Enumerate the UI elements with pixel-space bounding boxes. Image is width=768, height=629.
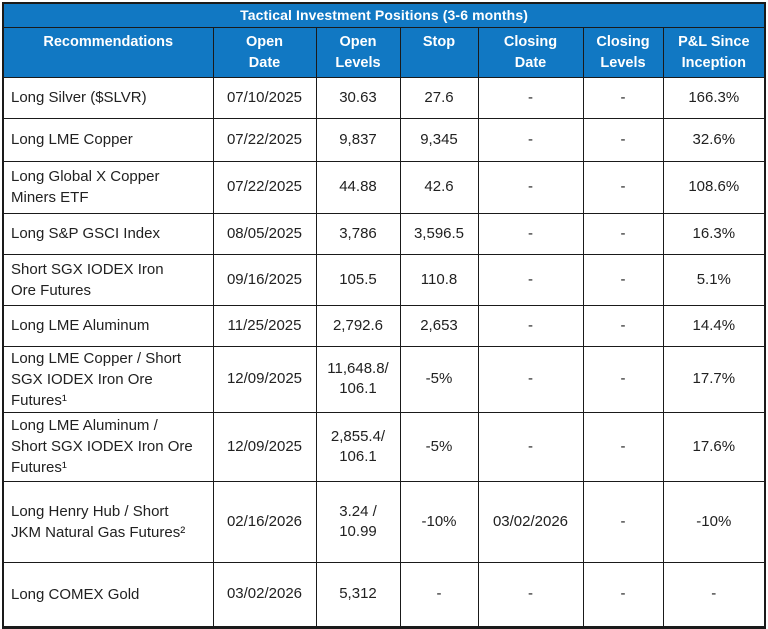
cell-open-levels: 5,312	[315, 561, 401, 628]
cell-open-levels: 105.5	[315, 253, 401, 306]
cell-open-date: 07/22/2025	[212, 160, 317, 214]
cell-open-date: 09/16/2025	[212, 253, 317, 306]
cell-closing-levels: -	[582, 117, 664, 162]
cell-pnl: 14.4%	[662, 304, 766, 347]
cell-recommendation: Long Henry Hub / Short JKM Natural Gas F…	[2, 480, 214, 563]
cell-closing-levels: -	[582, 345, 664, 413]
cell-open-levels: 3,786	[315, 212, 401, 255]
table-row: Long S&P GSCI Index 08/05/2025 3,786 3,5…	[2, 212, 766, 255]
cell-open-date: 02/16/2026	[212, 480, 317, 563]
cell-recommendation: Long Silver ($SLVR)	[2, 76, 214, 119]
table-row: Long LME Aluminum 11/25/2025 2,792.6 2,6…	[2, 304, 766, 347]
cell-recommendation: Long LME Aluminum	[2, 304, 214, 347]
column-header-row: Recommendations Open Date Open Levels St…	[2, 26, 766, 78]
cell-open-levels: 11,648.8/ 106.1	[315, 345, 401, 413]
cell-recommendation: Long S&P GSCI Index	[2, 212, 214, 255]
cell-stop: 2,653	[399, 304, 479, 347]
cell-pnl: 17.6%	[662, 411, 766, 482]
title-row: Tactical Investment Positions (3-6 month…	[2, 2, 766, 28]
table-row: Long LME Aluminum / Short SGX IODEX Iron…	[2, 411, 766, 482]
cell-pnl: -10%	[662, 480, 766, 563]
cell-closing-date: -	[477, 212, 584, 255]
cell-recommendation: Long Global X Copper Miners ETF	[2, 160, 214, 214]
cell-pnl: 5.1%	[662, 253, 766, 306]
cell-open-levels: 9,837	[315, 117, 401, 162]
cell-closing-date: -	[477, 304, 584, 347]
cell-open-levels: 2,792.6	[315, 304, 401, 347]
cell-closing-date: 03/02/2026	[477, 480, 584, 563]
cell-open-levels: 2,855.4/ 106.1	[315, 411, 401, 482]
table-row: Long Silver ($SLVR) 07/10/2025 30.63 27.…	[2, 76, 766, 119]
cell-stop: -5%	[399, 411, 479, 482]
cell-stop: 3,596.5	[399, 212, 479, 255]
cell-open-date: 07/10/2025	[212, 76, 317, 119]
cell-closing-date: -	[477, 160, 584, 214]
cell-recommendation: Long LME Aluminum / Short SGX IODEX Iron…	[2, 411, 214, 482]
table-row: Long Henry Hub / Short JKM Natural Gas F…	[2, 480, 766, 563]
table-row: Long LME Copper 07/22/2025 9,837 9,345 -…	[2, 117, 766, 162]
cell-pnl: -	[662, 561, 766, 628]
cell-pnl: 32.6%	[662, 117, 766, 162]
cell-stop: 110.8	[399, 253, 479, 306]
cell-closing-date: -	[477, 561, 584, 628]
cell-closing-date: -	[477, 76, 584, 119]
cell-stop: 27.6	[399, 76, 479, 119]
cell-stop: 42.6	[399, 160, 479, 214]
table-row: Long LME Copper / Short SGX IODEX Iron O…	[2, 345, 766, 413]
cell-recommendation: Long LME Copper	[2, 117, 214, 162]
cell-recommendation: Long COMEX Gold	[2, 561, 214, 628]
cell-closing-levels: -	[582, 76, 664, 119]
col-header-closing-date: Closing Date	[477, 26, 584, 78]
cell-closing-levels: -	[582, 253, 664, 306]
cell-closing-levels: -	[582, 561, 664, 628]
cell-open-levels: 44.88	[315, 160, 401, 214]
cell-stop: -	[399, 561, 479, 628]
table-row: Long COMEX Gold 03/02/2026 5,312 - - - -	[2, 561, 766, 628]
cell-pnl: 17.7%	[662, 345, 766, 413]
cell-open-levels: 30.63	[315, 76, 401, 119]
col-header-open-date: Open Date	[212, 26, 317, 78]
col-header-closing-levels: Closing Levels	[582, 26, 664, 78]
table-title: Tactical Investment Positions (3-6 month…	[2, 2, 766, 28]
cell-closing-date: -	[477, 117, 584, 162]
cell-closing-date: -	[477, 345, 584, 413]
cell-open-date: 12/09/2025	[212, 345, 317, 413]
cell-closing-levels: -	[582, 212, 664, 255]
col-header-open-levels: Open Levels	[315, 26, 401, 78]
cell-recommendation: Long LME Copper / Short SGX IODEX Iron O…	[2, 345, 214, 413]
cell-pnl: 108.6%	[662, 160, 766, 214]
table-row: Short SGX IODEX Iron Ore Futures 09/16/2…	[2, 253, 766, 306]
cell-pnl: 16.3%	[662, 212, 766, 255]
cell-open-date: 12/09/2025	[212, 411, 317, 482]
cell-stop: 9,345	[399, 117, 479, 162]
cell-open-levels: 3.24 / 10.99	[315, 480, 401, 563]
cell-stop: -10%	[399, 480, 479, 563]
col-header-stop: Stop	[399, 26, 479, 78]
cell-closing-levels: -	[582, 304, 664, 347]
col-header-pnl-since-inception: P&L Since Inception	[662, 26, 766, 78]
cell-stop: -5%	[399, 345, 479, 413]
table-row: Long Global X Copper Miners ETF 07/22/20…	[2, 160, 766, 214]
col-header-recommendations: Recommendations	[2, 26, 214, 78]
cell-open-date: 11/25/2025	[212, 304, 317, 347]
cell-open-date: 03/02/2026	[212, 561, 317, 628]
cell-closing-levels: -	[582, 411, 664, 482]
cell-open-date: 07/22/2025	[212, 117, 317, 162]
cell-closing-levels: -	[582, 480, 664, 563]
cell-closing-levels: -	[582, 160, 664, 214]
cell-recommendation: Short SGX IODEX Iron Ore Futures	[2, 253, 214, 306]
cell-open-date: 08/05/2025	[212, 212, 317, 255]
cell-closing-date: -	[477, 411, 584, 482]
cell-pnl: 166.3%	[662, 76, 766, 119]
cell-closing-date: -	[477, 253, 584, 306]
